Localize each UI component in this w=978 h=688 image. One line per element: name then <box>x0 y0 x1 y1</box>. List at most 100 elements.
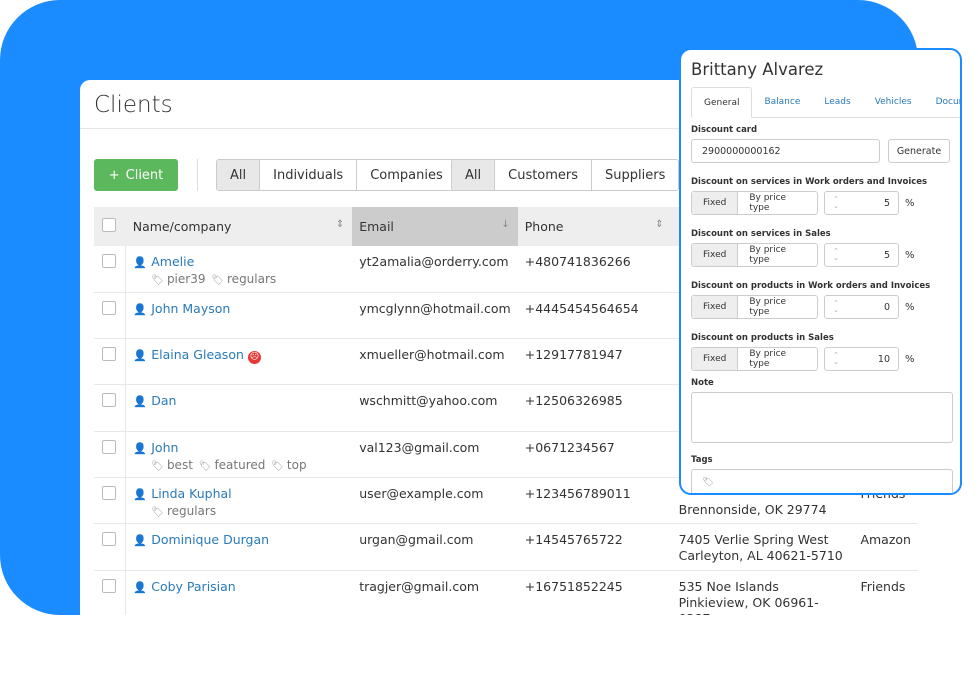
discount-card-label: Discount card <box>691 125 758 135</box>
tags-input[interactable]: 🏷 <box>691 469 953 493</box>
percent-sign: % <box>905 197 915 209</box>
by-price-type-option[interactable]: By price type <box>749 349 787 369</box>
person-icon: 👤 <box>133 441 147 455</box>
person-icon: 👤 <box>133 349 147 363</box>
row-select[interactable] <box>94 477 127 525</box>
tab-general[interactable]: General <box>691 87 753 118</box>
column-header-phone[interactable]: Phone ⇕ <box>517 207 672 246</box>
client-name-link[interactable]: Elaina Gleason <box>151 347 244 363</box>
stepper-arrows-icon[interactable]: ⌃ ⌄ <box>833 351 839 366</box>
row-checkbox[interactable] <box>102 347 116 362</box>
column-header-email[interactable]: Email ↓ <box>352 207 518 246</box>
select-all[interactable] <box>94 207 126 246</box>
by-price-type-option[interactable]: By price type <box>749 193 787 213</box>
filter-all[interactable]: All <box>452 160 495 190</box>
tab-documents[interactable]: Document <box>935 97 960 107</box>
row-select[interactable] <box>94 292 127 340</box>
row-checkbox[interactable] <box>102 300 116 315</box>
row-select[interactable] <box>94 523 127 571</box>
page-title: Clients <box>94 92 173 118</box>
phone-cell: +123456789011 <box>517 477 672 525</box>
group-cell: Friends <box>853 570 918 615</box>
client-tag[interactable]: regulars <box>166 503 217 518</box>
tags: 🏷 pier39 🏷 regulars <box>133 271 345 289</box>
generate-button[interactable]: Generate <box>888 139 950 163</box>
row-select[interactable] <box>94 431 127 478</box>
add-client-button[interactable]: + Client <box>94 159 178 191</box>
discount-mode-toggle: Fixed By price type <box>691 347 818 371</box>
tab-vehicles[interactable]: Vehicles <box>874 97 912 107</box>
name-cell: 👤 Linda Kuphal 🏷 regulars <box>125 477 353 525</box>
person-icon: 👤 <box>133 580 147 594</box>
note-textarea[interactable] <box>691 392 953 443</box>
client-tag[interactable]: top <box>286 457 307 472</box>
row-checkbox[interactable] <box>102 485 116 500</box>
row-checkbox[interactable] <box>102 578 116 593</box>
discount-card-input[interactable]: 2900000000162 <box>691 139 880 163</box>
person-icon: 👤 <box>133 302 147 316</box>
fixed-option[interactable]: Fixed <box>692 192 739 214</box>
row-checkbox[interactable] <box>102 439 116 454</box>
person-icon: 👤 <box>133 534 147 548</box>
discount-stepper[interactable]: ⌃ ⌄ 5 <box>824 191 899 215</box>
column-header-name[interactable]: Name/company ⇕ <box>125 207 353 246</box>
filter-companies[interactable]: Companies <box>356 160 456 190</box>
phone-cell: +4445454564654 <box>517 292 672 340</box>
sad-face-icon: ☹ <box>247 351 261 365</box>
client-tag[interactable]: featured <box>214 457 266 472</box>
client-tag[interactable]: best <box>166 457 193 472</box>
table-row[interactable]: 👤 Coby Parisian tragjer@gmail.com +167518… <box>94 570 918 615</box>
tab-balance[interactable]: Balance <box>764 97 801 107</box>
client-tag[interactable]: pier39 <box>166 272 206 286</box>
row-checkbox[interactable] <box>102 393 116 408</box>
filter-all[interactable]: All <box>217 160 260 190</box>
phone-cell: +14545765722 <box>517 523 672 571</box>
name-cell: 👤 Dan <box>125 384 353 432</box>
fixed-option[interactable]: Fixed <box>692 296 739 318</box>
discount-group: Discount on services in Sales Fixed By pr… <box>691 229 950 267</box>
discount-stepper[interactable]: ⌃ ⌄ 5 <box>824 243 899 267</box>
filter-suppliers[interactable]: Suppliers <box>591 160 678 190</box>
row-select[interactable] <box>94 570 127 615</box>
table-row[interactable]: 👤 Linda Kuphal 🏷 regulars user@example.com … <box>94 477 918 525</box>
client-name-link[interactable]: John Mayson <box>151 300 231 316</box>
client-name-link[interactable]: Dominique Durgan <box>151 532 270 548</box>
row-select[interactable] <box>94 384 127 432</box>
stepper-arrows-icon[interactable]: ⌃ ⌄ <box>833 299 839 314</box>
stepper-arrows-icon[interactable]: ⌃ ⌄ <box>833 247 839 262</box>
client-name-link[interactable]: John <box>151 439 179 455</box>
filter-customers[interactable]: Customers <box>494 160 591 190</box>
group-cell: Amazon <box>853 523 918 571</box>
row-select[interactable] <box>94 246 127 293</box>
email-cell: wschmitt@yahoo.com <box>352 384 518 432</box>
tags: 🏷 best 🏷 featured 🏷 top <box>133 457 345 475</box>
by-price-type-option[interactable]: By price type <box>749 245 787 265</box>
client-name-link[interactable]: Amelie <box>151 254 195 269</box>
select-all-checkbox[interactable] <box>102 218 116 232</box>
discount-stepper[interactable]: ⌃ ⌄ 0 <box>824 295 899 319</box>
by-price-type-option[interactable]: By price type <box>749 297 787 317</box>
row-checkbox[interactable] <box>102 532 116 547</box>
row-select[interactable] <box>94 338 127 386</box>
client-name-link[interactable]: Linda Kuphal <box>151 485 232 501</box>
client-name-link[interactable]: Coby Parisian <box>151 578 236 594</box>
fixed-option[interactable]: Fixed <box>692 348 739 370</box>
row-checkbox[interactable] <box>102 254 116 268</box>
tab-leads[interactable]: Leads <box>824 97 851 107</box>
table-row[interactable]: 👤 Dominique Durgan urgan@gmail.com +14545… <box>94 523 918 571</box>
discount-label: Discount on services in Work orders and … <box>691 177 928 187</box>
tag-icon: 🏷 <box>211 275 225 286</box>
filter-individuals[interactable]: Individuals <box>259 160 356 190</box>
tag-icon: 🏷 <box>198 460 212 472</box>
plus-icon: + <box>108 167 120 183</box>
tags-label: Tags <box>691 455 713 465</box>
client-name-link[interactable]: Dan <box>151 393 177 409</box>
email-cell: user@example.com <box>352 477 518 525</box>
client-tag[interactable]: regulars <box>227 272 277 286</box>
email-cell: ymcglynn@hotmail.com <box>352 292 518 340</box>
discount-label: Discount on products in Work orders and … <box>691 281 931 291</box>
fixed-option[interactable]: Fixed <box>692 244 739 266</box>
discount-stepper[interactable]: ⌃ ⌄ 10 <box>824 347 899 371</box>
stepper-arrows-icon[interactable]: ⌃ ⌄ <box>833 195 839 210</box>
name-cell: 👤 Dominique Durgan <box>125 523 353 571</box>
